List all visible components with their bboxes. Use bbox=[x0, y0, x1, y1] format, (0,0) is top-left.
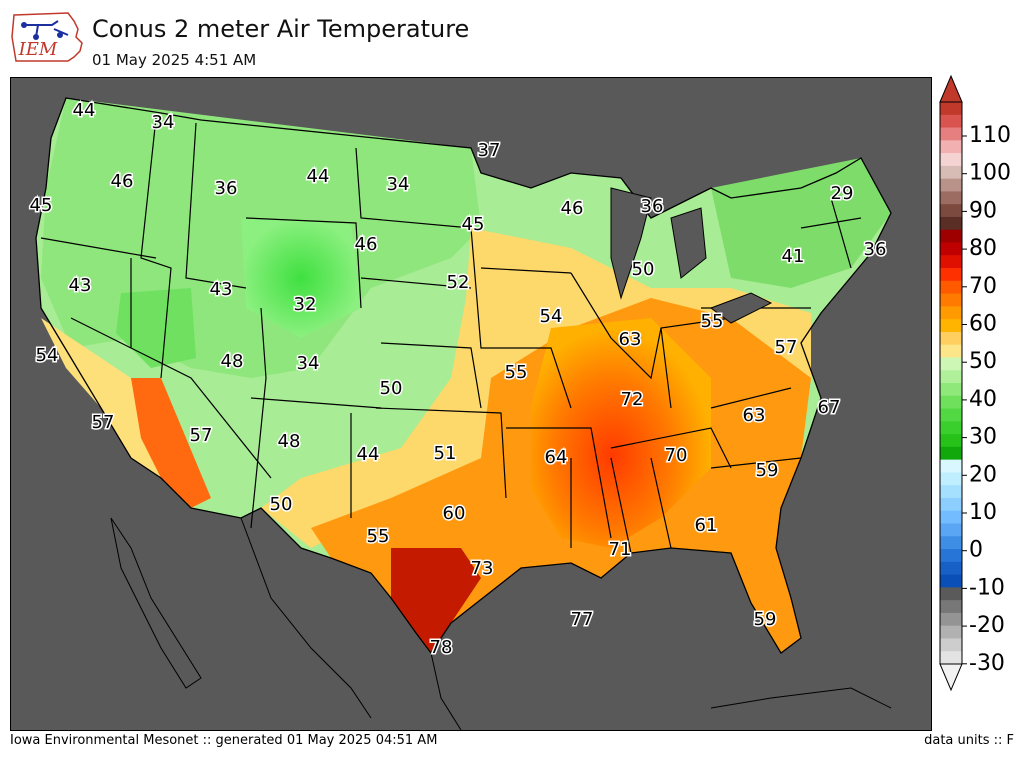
temperature-value-label: 51 bbox=[434, 443, 457, 464]
temperature-value-label: 59 bbox=[756, 460, 779, 481]
temperature-value-label: 57 bbox=[92, 412, 115, 433]
colorbar-tick-label: -20 bbox=[969, 613, 1005, 638]
colorbar-tick-label: 60 bbox=[969, 312, 997, 337]
temperature-value-label: 37 bbox=[478, 140, 501, 161]
temperature-value-label: 43 bbox=[69, 275, 92, 296]
colorbar-tick-label: 20 bbox=[969, 462, 997, 487]
colorbar-tick-label: 100 bbox=[969, 161, 1011, 186]
temperature-value-label: 50 bbox=[380, 378, 403, 399]
temperature-value-label: 54 bbox=[540, 306, 563, 327]
temperature-value-label: 57 bbox=[775, 337, 798, 358]
temperature-value-label: 45 bbox=[462, 214, 485, 235]
temperature-value-label: 50 bbox=[632, 259, 655, 280]
cold-core-nevada bbox=[116, 288, 196, 368]
temperature-value-label: 55 bbox=[701, 311, 724, 332]
temperature-value-label: 71 bbox=[609, 539, 632, 560]
temperature-value-label: 55 bbox=[505, 362, 528, 383]
temperature-value-label: 45 bbox=[30, 195, 53, 216]
map-title: Conus 2 meter Air Temperature bbox=[92, 15, 470, 43]
hot-core-texas bbox=[391, 548, 481, 653]
temperature-value-label: 46 bbox=[111, 171, 134, 192]
temperature-value-label: 59 bbox=[754, 609, 777, 630]
temperature-value-label: 48 bbox=[278, 431, 301, 452]
temperature-value-label: 52 bbox=[447, 272, 470, 293]
temperature-value-label: 72 bbox=[621, 389, 644, 410]
temperature-value-label: 44 bbox=[307, 166, 330, 187]
cold-core-wyoming bbox=[241, 218, 361, 338]
colorbar-tick-label: 10 bbox=[969, 500, 997, 525]
state-boundaries bbox=[40, 117, 862, 554]
temperature-value-label: 61 bbox=[695, 515, 718, 536]
temperature-value-label: 36 bbox=[864, 239, 887, 260]
cool-region-northeast bbox=[711, 158, 891, 288]
colorbar-tick-label: 50 bbox=[969, 349, 997, 374]
temperature-value-label: 41 bbox=[782, 246, 805, 267]
temperature-value-label: 70 bbox=[665, 445, 688, 466]
temperature-value-label: 78 bbox=[430, 637, 453, 658]
great-lakes bbox=[610, 187, 773, 324]
temperature-value-label: 46 bbox=[561, 198, 584, 219]
temperature-value-label: 44 bbox=[357, 444, 380, 465]
temperature-value-label: 63 bbox=[743, 405, 766, 426]
colorbar-tick-label: 30 bbox=[969, 425, 997, 450]
temperature-labels: 44 34 37 46 36 44 34 45 46 45 46 36 29 43 43 32 52 50 41 36… bbox=[28, 99, 888, 660]
temperature-value-label: 50 bbox=[270, 494, 293, 515]
temperature-value-label: 34 bbox=[152, 112, 175, 133]
temperature-value-label: 34 bbox=[297, 353, 320, 374]
temperature-value-label: 32 bbox=[294, 294, 317, 315]
colorbar-tick-label: 40 bbox=[969, 387, 997, 412]
temperature-value-label: 46 bbox=[355, 234, 378, 255]
temperature-value-label: 67 bbox=[818, 397, 841, 418]
mild-west-coast bbox=[41, 318, 171, 478]
colorbar-tick-label: 110 bbox=[969, 123, 1011, 148]
temperature-map: 44 34 37 46 36 44 34 45 46 45 46 36 29 43 43 32 52 50 41 36… bbox=[10, 77, 932, 731]
temperature-value-label: 57 bbox=[190, 425, 213, 446]
temperature-value-label: 73 bbox=[471, 558, 494, 579]
colorbar-tick-label: 0 bbox=[969, 538, 983, 563]
footer-units: data units :: F bbox=[924, 733, 1014, 748]
colorbar-tick-label: 90 bbox=[969, 198, 997, 223]
colorbar-tick-label: 70 bbox=[969, 274, 997, 299]
temperature-value-label: 60 bbox=[443, 503, 466, 524]
svg-text:IEM: IEM bbox=[18, 39, 58, 60]
temperature-value-label: 48 bbox=[221, 351, 244, 372]
coastline bbox=[35, 97, 892, 655]
hot-core-southeast bbox=[531, 318, 711, 548]
temperature-value-label: 54 bbox=[36, 345, 59, 366]
footer-credit: Iowa Environmental Mesonet :: generated … bbox=[10, 733, 438, 748]
mexico-coastline bbox=[240, 517, 462, 730]
baja-coastline bbox=[110, 517, 202, 689]
temperature-value-label: 36 bbox=[641, 196, 664, 217]
iem-logo: IEM bbox=[11, 12, 83, 62]
temperature-value-label: 34 bbox=[387, 174, 410, 195]
hot-core-desert bbox=[131, 378, 211, 508]
colorbar-tick-label: -30 bbox=[969, 651, 1005, 676]
temperature-value-label: 44 bbox=[73, 100, 96, 121]
temperature-value-label: 64 bbox=[545, 447, 568, 468]
temperature-value-label: 36 bbox=[215, 178, 238, 199]
map-timestamp: 01 May 2025 4:51 AM bbox=[92, 51, 257, 69]
colorbar-tick-label: -10 bbox=[969, 575, 1005, 600]
temperature-value-label: 43 bbox=[210, 279, 233, 300]
temperature-value-label: 63 bbox=[619, 329, 642, 350]
temperature-value-label: 77 bbox=[571, 609, 594, 630]
colorbar-tick-label: 80 bbox=[969, 236, 997, 261]
temperature-value-label: 55 bbox=[367, 526, 390, 547]
temperature-value-label: 29 bbox=[831, 183, 854, 204]
cuba-coastline bbox=[710, 687, 892, 709]
